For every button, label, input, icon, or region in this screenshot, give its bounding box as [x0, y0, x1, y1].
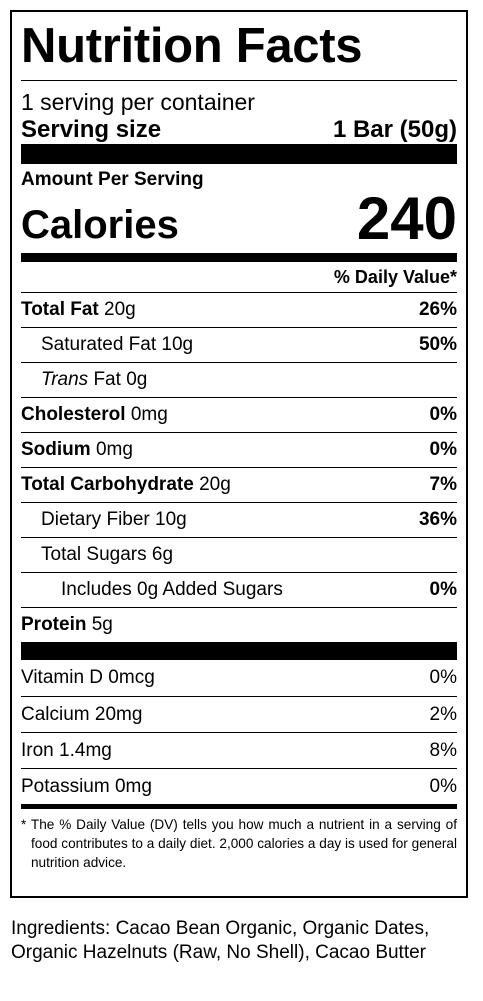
vitamin-amount: 0mcg: [108, 667, 155, 688]
vitamin-row-calcium: Calcium 20mg 2%: [21, 696, 457, 732]
vitamin-name: Iron: [21, 739, 54, 761]
vitamin-row-potassium: Potassium 0mg 0%: [21, 768, 457, 804]
vitamin-dv: 2%: [429, 703, 457, 725]
nutrient-row-sodium: Sodium 0mg 0%: [21, 432, 457, 467]
thick-divider: [21, 144, 457, 164]
vitamin-amount: 20mg: [94, 703, 143, 725]
nutrient-amount: 20g: [199, 474, 231, 495]
vitamin-dv: 0%: [429, 667, 457, 688]
nutrient-amount: 0g: [126, 369, 148, 390]
nutrient-dv: 50%: [418, 334, 457, 355]
nutrient-name: Sodium: [21, 439, 91, 460]
nutrient-row-saturated-fat: Saturated Fat 10g 50%: [21, 327, 457, 362]
nutrient-row-dietary-fiber: Dietary Fiber 10g 36%: [21, 502, 457, 537]
daily-value-footnote: * The % Daily Value (DV) tells you how m…: [21, 817, 457, 870]
nutrient-amount: 20g: [104, 299, 136, 320]
daily-value-header: % Daily Value*: [333, 267, 457, 287]
nutrient-name: Dietary Fiber: [41, 509, 150, 530]
nutrient-name: Saturated Fat: [41, 334, 157, 355]
label-title: Nutrition Facts: [21, 19, 363, 73]
nutrient-name: Protein: [21, 614, 87, 635]
calories-value: 240: [356, 185, 457, 252]
serving-size-value: 1 Bar (50g): [332, 116, 457, 143]
nutrient-amount: 10g: [155, 509, 187, 530]
nutrient-name: Includes 0g Added Sugars: [61, 579, 283, 600]
vitamin-dv: 0%: [429, 775, 457, 797]
nutrient-row-cholesterol: Cholesterol 0mg 0%: [21, 397, 457, 432]
nutrient-row-total-fat: Total Fat 20g 26%: [21, 292, 457, 327]
nutrient-name: Total Carbohydrate: [21, 474, 194, 495]
nutrient-row-trans-fat: Trans Fat 0g: [21, 362, 457, 397]
nutrient-dv: 7%: [429, 474, 457, 495]
ingredients-text: Ingredients: Cacao Bean Organic, Organic…: [11, 918, 430, 963]
nutrient-amount: 10g: [161, 334, 194, 355]
medium-divider: [21, 253, 457, 262]
nutrient-amount: 0mg: [95, 439, 133, 460]
nutrient-name: Fat: [93, 369, 121, 390]
amount-per-serving: Amount Per Serving: [21, 169, 204, 190]
vitamin-amount: 0mg: [114, 775, 152, 797]
vitamin-amount: 1.4mg: [59, 739, 112, 761]
vitamin-name: Potassium: [21, 775, 110, 797]
nutrient-dv: 26%: [418, 299, 457, 320]
nutrient-name: Total Sugars: [41, 544, 147, 565]
vitamin-name: Vitamin D: [21, 667, 104, 688]
nutrient-name: Total Fat: [21, 299, 99, 320]
nutrient-row-total-sugars: Total Sugars 6g: [21, 537, 457, 572]
nutrient-dv: 0%: [429, 579, 457, 600]
vitamin-row-iron: Iron 1.4mg 8%: [21, 732, 457, 768]
nutrient-dv: 0%: [429, 439, 457, 460]
vitamin-name: Calcium: [21, 703, 90, 725]
nutrient-name: Cholesterol: [21, 404, 126, 425]
calories-row: Calories 240: [21, 185, 457, 252]
serving-size-row: Serving size 1 Bar (50g): [21, 116, 457, 144]
nutrient-row-total-carbohydrate: Total Carbohydrate 20g 7%: [21, 467, 457, 502]
serving-size-label: Serving size: [21, 116, 162, 143]
vitamin-row-vitamin-d: Vitamin D 0mcg 0%: [21, 660, 457, 696]
nutrient-row-added-sugars: Includes 0g Added Sugars 0%: [21, 572, 457, 607]
nutrient-amount: 5g: [91, 614, 113, 635]
title-divider: [21, 80, 457, 81]
servings-per-container: 1 serving per container: [21, 89, 255, 115]
vitamin-dv: 8%: [429, 739, 457, 761]
calories-label: Calories: [21, 203, 179, 247]
nutrient-amount: 0mg: [130, 404, 168, 425]
nutrient-name-italic: Trans: [41, 369, 89, 390]
nutrient-amount: 6g: [151, 544, 174, 565]
nutrient-row-protein: Protein 5g: [21, 607, 457, 642]
footnote-divider: [21, 804, 457, 809]
thick-divider: [21, 642, 457, 660]
nutrition-facts-label: Nutrition Facts 1 serving per container …: [10, 10, 468, 898]
nutrient-dv: 36%: [418, 509, 457, 530]
nutrient-dv: 0%: [429, 404, 457, 425]
